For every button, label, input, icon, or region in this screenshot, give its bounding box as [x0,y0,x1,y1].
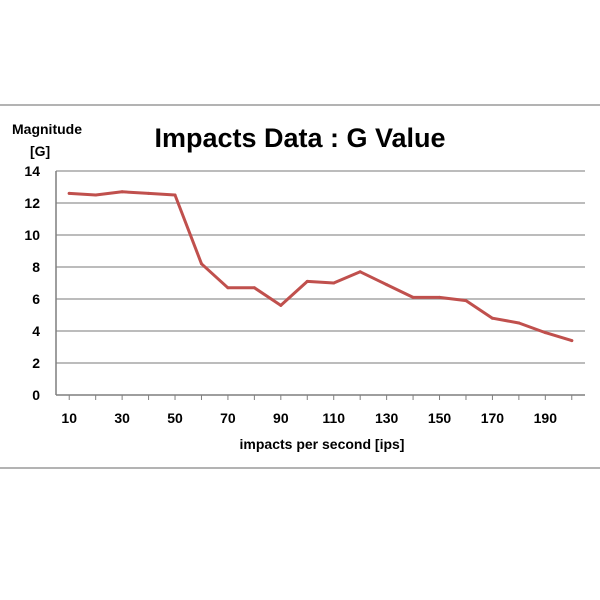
data-point-120 [358,270,362,274]
y-tick-label-0: 0 [32,387,40,403]
bottom-border [0,467,600,469]
x-tick-label-70: 70 [220,410,236,426]
x-tick-label-30: 30 [114,410,130,426]
data-point-60 [199,262,203,266]
top-border [0,104,600,106]
y-tick-label-2: 2 [32,355,40,371]
data-point-130 [385,283,389,287]
data-point-20 [94,193,98,197]
y-tick-label-8: 8 [32,259,40,275]
x-tick-label-170: 170 [481,410,505,426]
data-point-190 [543,331,547,335]
y-tick-label-10: 10 [24,227,40,243]
data-point-80 [252,286,256,290]
x-tick-label-10: 10 [61,410,77,426]
x-tick-label-130: 130 [375,410,399,426]
y-axis-label-line-1: Magnitude [12,121,82,137]
data-point-140 [411,295,415,299]
x-tick-label-190: 190 [534,410,558,426]
y-tick-label-4: 4 [32,323,40,339]
x-tick-label-150: 150 [428,410,452,426]
data-point-90 [279,303,283,307]
data-point-110 [332,281,336,285]
y-tick-labels: 0 2 4 6 8 10 12 14 [24,163,40,403]
x-tick-label-50: 50 [167,410,183,426]
y-axis-label-line-2: [G] [30,143,50,159]
data-point-30 [120,190,124,194]
data-point-50 [173,193,177,197]
x-tick-label-90: 90 [273,410,289,426]
data-point-200 [570,339,574,343]
data-point-170 [490,316,494,320]
data-point-40 [147,191,151,195]
x-tick-labels: 10 30 50 70 90 110 130 150 170 190 [61,410,557,426]
data-point-180 [517,321,521,325]
data-point-150 [438,295,442,299]
data-point-70 [226,286,230,290]
chart-title: Impacts Data : G Value [154,123,445,153]
axes [55,171,585,400]
y-tick-label-12: 12 [24,195,40,211]
x-axis-label: impacts per second [ips] [240,436,405,452]
series-line-0 [67,190,574,343]
series-line-layer [67,190,574,343]
y-tick-label-14: 14 [24,163,40,179]
x-tick-label-110: 110 [322,410,345,426]
data-point-100 [305,279,309,283]
data-point-10 [67,191,71,195]
gridlines [56,170,585,364]
y-tick-label-6: 6 [32,291,40,307]
data-point-160 [464,299,468,303]
